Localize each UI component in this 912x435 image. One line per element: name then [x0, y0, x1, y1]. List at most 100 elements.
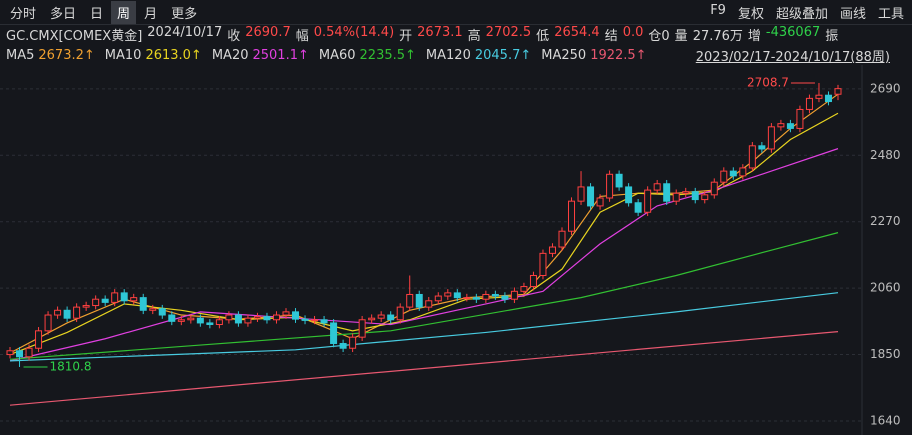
- candle-body: [434, 295, 442, 302]
- ma-line: [9, 292, 839, 362]
- period-tab[interactable]: 分时: [10, 6, 37, 22]
- candle-body: [377, 314, 385, 319]
- period-tab[interactable]: 月: [144, 6, 158, 22]
- candle-body: [101, 298, 109, 303]
- candle-body: [168, 314, 176, 322]
- legend-value: 2673.2↑: [38, 47, 95, 63]
- legend: MA5 2673.2↑ MA10 2613.0↑ MA20 2501.1↑ MA60 2235…: [0, 48, 647, 63]
- candle-body: [720, 170, 728, 183]
- period-tab[interactable]: 多日: [50, 6, 77, 22]
- quote-row: GC.CMX[COMEX黄金] 2024/10/17 收 2690.7 幅 0.54%(1…: [0, 24, 912, 45]
- candle-body: [472, 297, 480, 300]
- date-range[interactable]: 2023/02/17-2024/10/17(88周): [695, 50, 890, 65]
- candle-body: [263, 316, 271, 321]
- ma-line: [9, 331, 839, 406]
- candle-body: [54, 309, 62, 316]
- quote-item: 0.0: [622, 25, 644, 40]
- period-tab[interactable]: 更多: [171, 6, 198, 22]
- candle-body: [368, 317, 376, 321]
- candle-body: [729, 170, 737, 177]
- legend-name: MA60: [318, 47, 356, 63]
- candle-body: [691, 191, 699, 201]
- quote-item: GC.CMX[COMEX黄金]: [6, 29, 143, 44]
- period-tab[interactable]: 周: [111, 0, 137, 24]
- candle-body: [387, 314, 395, 321]
- candle-body: [520, 286, 528, 292]
- candle-body: [577, 186, 585, 202]
- candle-body: [63, 309, 71, 319]
- candle-body: [663, 183, 671, 202]
- candle-body: [196, 317, 204, 324]
- legend-name: MA250: [541, 47, 587, 63]
- candle-body: [834, 88, 842, 95]
- candle-body: [539, 252, 547, 276]
- candle-body: [758, 145, 766, 150]
- candle-body: [406, 293, 414, 308]
- quote-item: 幅: [295, 29, 309, 44]
- candle-body: [739, 167, 747, 177]
- candle-body: [625, 186, 633, 204]
- candle-body: [606, 173, 614, 199]
- quote-item: 结: [604, 29, 618, 44]
- quote-item: 2673.1: [417, 25, 463, 40]
- candle-body: [558, 230, 566, 248]
- candle-body: [777, 123, 785, 128]
- candle-body: [187, 317, 195, 321]
- candle-body: [320, 319, 328, 324]
- y-tick-label: 2060: [870, 281, 901, 295]
- quote-item: 开: [399, 29, 413, 44]
- candle-body: [672, 192, 680, 202]
- quote-item: 低: [536, 29, 550, 44]
- annotation: 1810.8: [50, 359, 92, 373]
- candle-body: [482, 293, 490, 300]
- legend-name: MA5: [6, 47, 35, 63]
- legend-value: 2501.1↑: [252, 47, 309, 63]
- quote-item: 增: [747, 29, 761, 44]
- candle-body: [311, 319, 319, 322]
- candle-body: [244, 317, 252, 324]
- chart: 1640 1850 2060 2270 2480 2690 2708.7 1810.8: [0, 65, 901, 435]
- legend-value: 2235.5↑: [359, 47, 416, 63]
- candle-body: [805, 97, 813, 110]
- candle-body: [710, 181, 718, 196]
- legend-value: 2613.0↑: [145, 47, 202, 63]
- period-tab[interactable]: 日: [90, 6, 104, 22]
- period-tabs: 分时 多日日周月更多: [0, 0, 203, 24]
- legend-value: 1922.5↑: [590, 47, 647, 63]
- y-tick-label: 1850: [870, 347, 901, 361]
- candle-body: [453, 292, 461, 299]
- quote-item: 27.76万: [692, 29, 743, 44]
- candle-body: [463, 297, 471, 300]
- tool-button[interactable]: 画线: [839, 6, 866, 22]
- candle-body: [120, 292, 128, 302]
- candle-body: [824, 94, 832, 103]
- candle-body: [501, 295, 509, 300]
- tool-button[interactable]: 复权: [737, 6, 764, 22]
- legend-name: MA120: [425, 47, 471, 63]
- candle-body: [491, 293, 499, 297]
- candle-body: [339, 342, 347, 349]
- candle-body: [796, 108, 804, 129]
- quote-item: 2654.4: [554, 25, 600, 40]
- candle-body: [25, 347, 33, 358]
- candle-body: [206, 322, 214, 326]
- tool-button[interactable]: 工具: [877, 6, 904, 22]
- tool-button[interactable]: 超级叠加: [775, 6, 828, 22]
- candle-body: [815, 94, 823, 99]
- tool-button[interactable]: F9: [710, 2, 726, 18]
- candle-body: [349, 336, 357, 349]
- legend-item: MA20 2501.1↑: [212, 48, 309, 63]
- candle-body: [548, 246, 556, 254]
- candle-body: [644, 189, 652, 213]
- candle-body: [16, 350, 24, 358]
- candle-body: [225, 314, 233, 321]
- quote-item: -436067: [765, 25, 821, 40]
- y-tick-label: 2270: [870, 214, 901, 228]
- candle-body: [35, 330, 43, 349]
- candle-body: [44, 314, 52, 332]
- candle-body: [415, 293, 423, 308]
- candle-body: [701, 194, 709, 201]
- candle-body: [786, 123, 794, 129]
- candle-body: [282, 311, 290, 316]
